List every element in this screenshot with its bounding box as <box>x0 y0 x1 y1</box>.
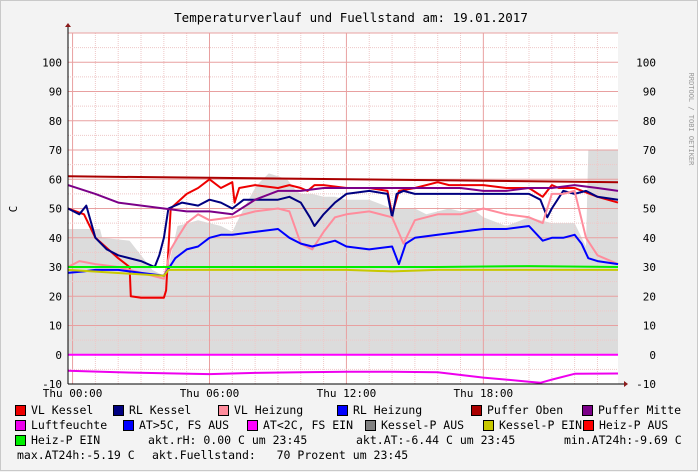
legend-label: Heiz-P AUS <box>599 418 669 432</box>
y-tick-label-right: 20 <box>643 290 656 303</box>
rrdtool-credit: RRDTOOL / TOBI OETIKER <box>687 73 695 167</box>
legend-label: Kessel-P EIN <box>499 418 583 432</box>
x-tick-label: Thu 12:00 <box>317 387 377 400</box>
legend-swatch <box>123 420 134 431</box>
y-tick-label-right: 90 <box>643 86 656 99</box>
series-vl-kessel <box>67 178 619 299</box>
legend-label: RL Kessel <box>129 403 192 417</box>
y-tick-label-right: 80 <box>643 115 656 128</box>
y-tick-label-right: 30 <box>643 261 656 274</box>
legend-swatch <box>583 420 594 431</box>
legend-swatch <box>483 420 494 431</box>
series-rl-kessel <box>67 189 619 268</box>
legend-swatch <box>247 420 258 431</box>
legend-label: Puffer Mitte <box>598 403 682 417</box>
legend-label: RL Heizung <box>353 403 423 417</box>
y-tick-label-left: 50 <box>49 203 62 216</box>
legend-label: VL Heizung <box>234 403 304 417</box>
y-tick-label-right: 100 <box>636 56 656 69</box>
series-puffer-oben <box>67 175 619 184</box>
y-tick-label-right: 0 <box>649 349 656 362</box>
legend-swatch <box>218 405 229 416</box>
legend-label: Heiz-P EIN <box>31 433 101 447</box>
y-axis-label: C <box>7 206 20 213</box>
y-tick-label-left: 40 <box>49 232 62 245</box>
legend-swatch <box>15 435 26 446</box>
stat-max-at: max.AT24h:-5.19 C <box>17 448 135 462</box>
series-rl-heizung <box>67 225 619 277</box>
legend-label: Kessel-P AUS <box>381 418 465 432</box>
y-tick-label-right: 40 <box>643 232 656 245</box>
y-tick-label-left: 10 <box>49 320 62 333</box>
y-tick-label-right: 10 <box>643 320 656 333</box>
y-tick-label-right: 70 <box>643 144 656 157</box>
legend-swatch <box>15 420 26 431</box>
y-tick-label-right: 50 <box>643 203 656 216</box>
legend-swatch <box>113 405 124 416</box>
y-tick-label-left: -10 <box>42 378 62 391</box>
legend-swatch <box>365 420 376 431</box>
legend-label: VL Kessel <box>31 403 94 417</box>
x-tick-label: Thu 18:00 <box>454 387 514 400</box>
y-tick-label-left: 20 <box>49 290 62 303</box>
stat-min-at: min.AT24h:-9.69 C <box>564 433 682 447</box>
y-tick-label-left: 80 <box>49 115 62 128</box>
y-tick-label-left: 100 <box>42 56 62 69</box>
legend-label: AT<2C, FS EIN <box>263 418 354 432</box>
legend-swatch <box>15 405 26 416</box>
y-tick-label-left: 0 <box>55 349 62 362</box>
y-tick-label-left: 90 <box>49 86 62 99</box>
y-tick-label-left: 30 <box>49 261 62 274</box>
legend-label: Puffer Oben <box>487 403 564 417</box>
series-kessel-p-ein <box>67 268 618 277</box>
series-heiz-p-ein <box>68 265 619 268</box>
chart-title: Temperaturverlauf und Fuellstand am: 19.… <box>174 10 528 25</box>
stat-akt-rh: akt.rH: 0.00 C um 23:45 <box>148 433 308 447</box>
y-tick-label-left: 60 <box>49 173 62 186</box>
series-luftfeuchte <box>67 369 619 384</box>
y-tick-label-right: -10 <box>636 378 656 391</box>
y-tick-label-right: 60 <box>643 173 656 186</box>
series-vl-heizung <box>67 189 619 280</box>
y-tick-label-left: 70 <box>49 144 62 157</box>
series-puffer-mitte <box>67 184 619 216</box>
y-axis-arrow <box>65 23 71 27</box>
legend-label: AT>5C, FS AUS <box>139 418 230 432</box>
legend-label: Luftfeuchte <box>31 418 108 432</box>
stat-akt-at: akt.AT:-6.44 C um 23:45 <box>356 433 516 447</box>
x-tick-label: Thu 00:00 <box>43 387 103 400</box>
x-tick-label: Thu 06:00 <box>180 387 240 400</box>
legend-swatch <box>337 405 348 416</box>
legend-swatch <box>582 405 593 416</box>
legend-swatch <box>471 405 482 416</box>
x-axis-arrow <box>624 381 628 387</box>
stat-fuellstand: akt.Fuellstand: 70 Prozent um 23:45 <box>152 448 409 462</box>
